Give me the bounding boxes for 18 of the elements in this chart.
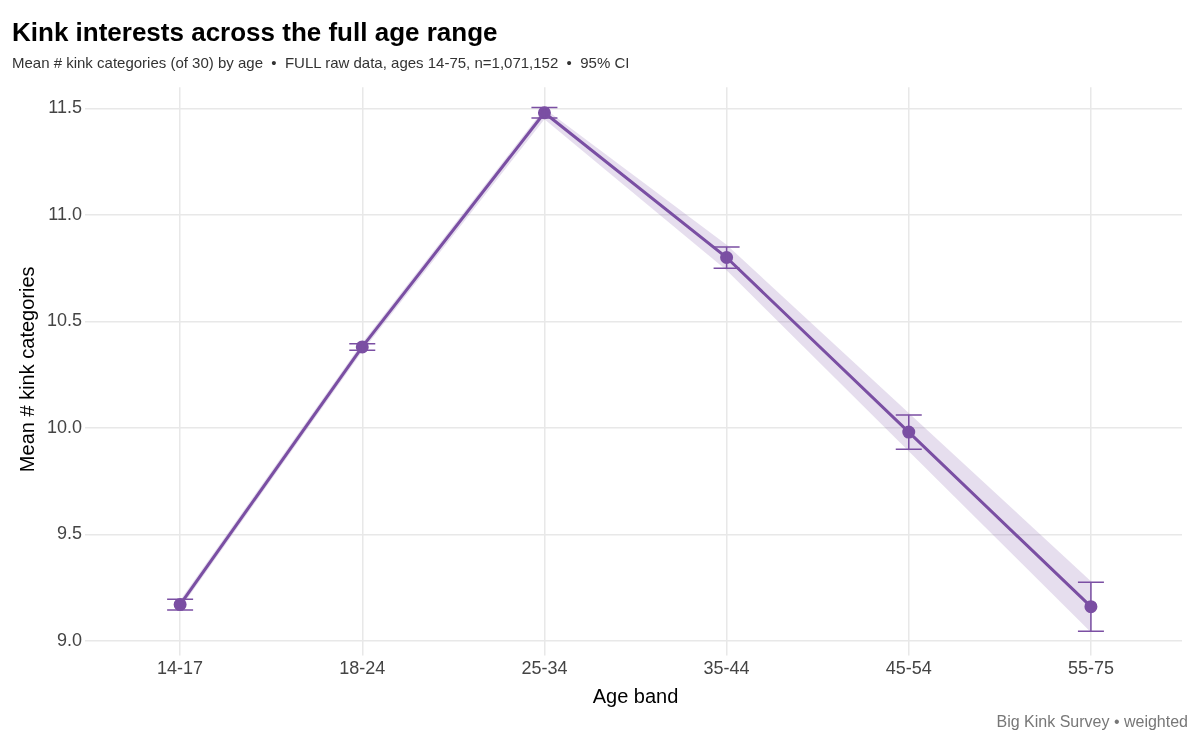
y-tick-label: 10.5 [46, 310, 83, 331]
x-axis-title: Age band [592, 684, 679, 707]
y-tick-label: 9.0 [57, 629, 83, 650]
x-tick-label: 18-24 [339, 658, 386, 679]
point [720, 251, 734, 265]
y-tick-label: 9.5 [57, 523, 83, 544]
y-axis-title: Mean # kink categories [15, 266, 38, 473]
chart-title: Kink interests across the full age range [12, 16, 498, 47]
chart-subtitle: Mean # kink categories (of 30) by age • FULL raw data, ages 14-75, n=1,071,152 • 95% CI [12, 54, 630, 72]
text: Big Kink Survey • weighted [995, 713, 1189, 731]
x-tick-label: 55-75 [1067, 658, 1114, 679]
x-tick-label: 45-54 [885, 658, 932, 679]
y-tick-label: 11.5 [48, 97, 83, 118]
x-tick-label: 14-17 [157, 658, 204, 679]
y-tick-label: 11.0 [48, 203, 83, 224]
x-tick-label: 25-34 [521, 658, 568, 679]
x-tick-label: 35-44 [703, 658, 750, 679]
y-tick-label: 10.0 [46, 416, 83, 437]
